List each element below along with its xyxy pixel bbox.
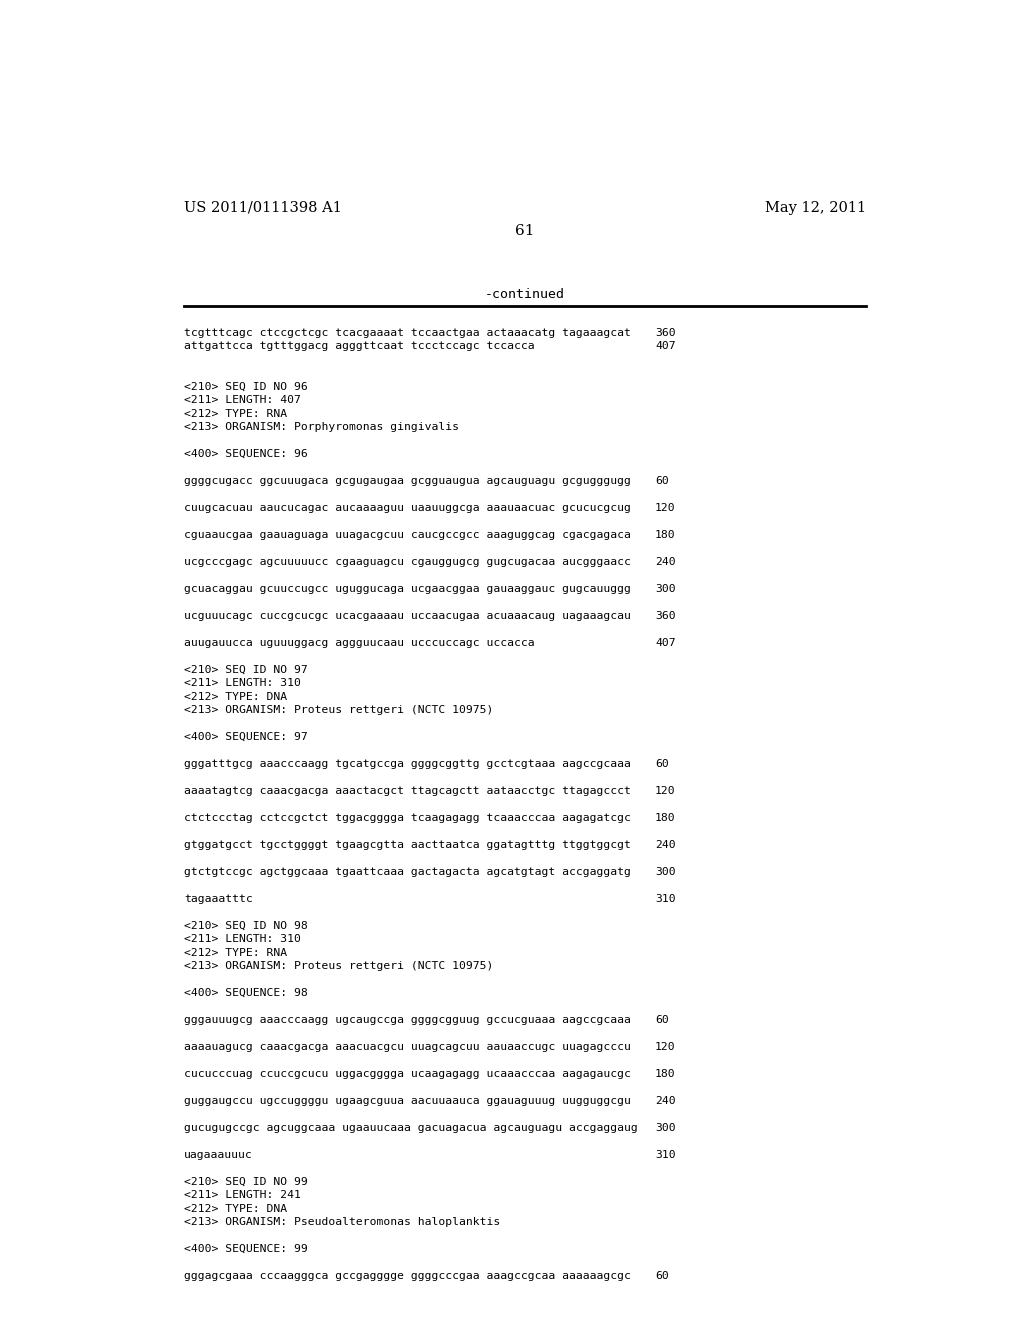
Text: gtctgtccgc agctggcaaa tgaattcaaa gactagacta agcatgtagt accgaggatg: gtctgtccgc agctggcaaa tgaattcaaa gactaga…	[183, 867, 631, 876]
Text: <213> ORGANISM: Pseudoalteromonas haloplanktis: <213> ORGANISM: Pseudoalteromonas halopl…	[183, 1217, 500, 1228]
Text: 120: 120	[655, 1041, 676, 1052]
Text: 180: 180	[655, 813, 676, 822]
Text: 60: 60	[655, 477, 669, 486]
Text: ucgcccgagc agcuuuuucc cgaaguagcu cgauggugcg gugcugacaa aucgggaacc: ucgcccgagc agcuuuuucc cgaaguagcu cgauggu…	[183, 557, 631, 566]
Text: tagaaatttc: tagaaatttc	[183, 894, 253, 904]
Text: gcuacaggau gcuuccugcc uguggucaga ucgaacggaa gauaaggauc gugcauuggg: gcuacaggau gcuuccugcc uguggucaga ucgaacg…	[183, 583, 631, 594]
Text: -continued: -continued	[484, 288, 565, 301]
Text: cucucccuag ccuccgcucu uggacgggga ucaagagagg ucaaacccaa aagagaucgc: cucucccuag ccuccgcucu uggacgggga ucaagag…	[183, 1069, 631, 1078]
Text: gggagcgaaa cccaagggca gccgagggge ggggcccgaa aaagccgcaa aaaaaagcgc: gggagcgaaa cccaagggca gccgagggge ggggccc…	[183, 1271, 631, 1280]
Text: <213> ORGANISM: Porphyromonas gingivalis: <213> ORGANISM: Porphyromonas gingivalis	[183, 422, 459, 432]
Text: 60: 60	[655, 759, 669, 770]
Text: uagaaauuuc: uagaaauuuc	[183, 1150, 253, 1160]
Text: gggatttgcg aaacccaagg tgcatgccga ggggcggttg gcctcgtaaa aagccgcaaa: gggatttgcg aaacccaagg tgcatgccga ggggcgg…	[183, 759, 631, 770]
Text: 240: 240	[655, 557, 676, 566]
Text: <211> LENGTH: 310: <211> LENGTH: 310	[183, 678, 301, 688]
Text: 360: 360	[655, 327, 676, 338]
Text: ggggcugacc ggcuuugaca gcgugaugaa gcgguaugua agcauguagu gcgugggugg: ggggcugacc ggcuuugaca gcgugaugaa gcgguau…	[183, 477, 631, 486]
Text: gtggatgcct tgcctggggt tgaagcgtta aacttaatca ggatagtttg ttggtggcgt: gtggatgcct tgcctggggt tgaagcgtta aacttaa…	[183, 840, 631, 850]
Text: 300: 300	[655, 867, 676, 876]
Text: cguaaucgaa gaauaguaga uuagacgcuu caucgccgcc aaaguggcag cgacgagaca: cguaaucgaa gaauaguaga uuagacgcuu caucgcc…	[183, 529, 631, 540]
Text: <212> TYPE: RNA: <212> TYPE: RNA	[183, 409, 287, 418]
Text: cuugcacuau aaucucagac aucaaaaguu uaauuggcga aaauaacuac gcucucgcug: cuugcacuau aaucucagac aucaaaaguu uaauugg…	[183, 503, 631, 513]
Text: 120: 120	[655, 785, 676, 796]
Text: auugauucca uguuuggacg aggguucaau ucccuccagc uccacca: auugauucca uguuuggacg aggguucaau ucccucc…	[183, 638, 535, 648]
Text: tcgtttcagc ctccgctcgc tcacgaaaat tccaactgaa actaaacatg tagaaagcat: tcgtttcagc ctccgctcgc tcacgaaaat tccaact…	[183, 327, 631, 338]
Text: <212> TYPE: RNA: <212> TYPE: RNA	[183, 948, 287, 957]
Text: 240: 240	[655, 840, 676, 850]
Text: <211> LENGTH: 241: <211> LENGTH: 241	[183, 1191, 301, 1200]
Text: <400> SEQUENCE: 99: <400> SEQUENCE: 99	[183, 1243, 307, 1254]
Text: guggaugccu ugccuggggu ugaagcguua aacuuaauca ggauaguuug uugguggcgu: guggaugccu ugccuggggu ugaagcguua aacuuaa…	[183, 1096, 631, 1106]
Text: <213> ORGANISM: Proteus rettgeri (NCTC 10975): <213> ORGANISM: Proteus rettgeri (NCTC 1…	[183, 705, 494, 715]
Text: 60: 60	[655, 1271, 669, 1280]
Text: 310: 310	[655, 894, 676, 904]
Text: 360: 360	[655, 611, 676, 620]
Text: 180: 180	[655, 529, 676, 540]
Text: US 2011/0111398 A1: US 2011/0111398 A1	[183, 201, 342, 215]
Text: <210> SEQ ID NO 96: <210> SEQ ID NO 96	[183, 381, 307, 392]
Text: aaaauagucg caaacgacga aaacuacgcu uuagcagcuu aauaaccugc uuagagcccu: aaaauagucg caaacgacga aaacuacgcu uuagcag…	[183, 1041, 631, 1052]
Text: <213> ORGANISM: Proteus rettgeri (NCTC 10975): <213> ORGANISM: Proteus rettgeri (NCTC 1…	[183, 961, 494, 972]
Text: gggauuugcg aaacccaagg ugcaugccga ggggcgguug gccucguaaa aagccgcaaa: gggauuugcg aaacccaagg ugcaugccga ggggcgg…	[183, 1015, 631, 1026]
Text: aaaatagtcg caaacgacga aaactacgct ttagcagctt aataacctgc ttagagccct: aaaatagtcg caaacgacga aaactacgct ttagcag…	[183, 785, 631, 796]
Text: ctctccctag cctccgctct tggacgggga tcaagagagg tcaaacccaa aagagatcgc: ctctccctag cctccgctct tggacgggga tcaagag…	[183, 813, 631, 822]
Text: <210> SEQ ID NO 97: <210> SEQ ID NO 97	[183, 665, 307, 675]
Text: <400> SEQUENCE: 96: <400> SEQUENCE: 96	[183, 449, 307, 459]
Text: 300: 300	[655, 1123, 676, 1133]
Text: 407: 407	[655, 638, 676, 648]
Text: May 12, 2011: May 12, 2011	[765, 201, 866, 215]
Text: <212> TYPE: DNA: <212> TYPE: DNA	[183, 692, 287, 702]
Text: <210> SEQ ID NO 98: <210> SEQ ID NO 98	[183, 921, 307, 931]
Text: <211> LENGTH: 310: <211> LENGTH: 310	[183, 935, 301, 944]
Text: gucugugccgc agcuggcaaa ugaauucaaa gacuagacua agcauguagu accgaggaug: gucugugccgc agcuggcaaa ugaauucaaa gacuag…	[183, 1123, 638, 1133]
Text: 240: 240	[655, 1096, 676, 1106]
Text: 407: 407	[655, 342, 676, 351]
Text: 61: 61	[515, 224, 535, 238]
Text: <400> SEQUENCE: 97: <400> SEQUENCE: 97	[183, 733, 307, 742]
Text: <210> SEQ ID NO 99: <210> SEQ ID NO 99	[183, 1176, 307, 1187]
Text: <211> LENGTH: 407: <211> LENGTH: 407	[183, 395, 301, 405]
Text: 310: 310	[655, 1150, 676, 1160]
Text: 300: 300	[655, 583, 676, 594]
Text: 60: 60	[655, 1015, 669, 1026]
Text: <400> SEQUENCE: 98: <400> SEQUENCE: 98	[183, 989, 307, 998]
Text: 120: 120	[655, 503, 676, 513]
Text: attgattcca tgtttggacg agggttcaat tccctccagc tccacca: attgattcca tgtttggacg agggttcaat tccctcc…	[183, 342, 535, 351]
Text: <212> TYPE: DNA: <212> TYPE: DNA	[183, 1204, 287, 1213]
Text: ucguuucagc cuccgcucgc ucacgaaaau uccaacugaa acuaaacaug uagaaagcau: ucguuucagc cuccgcucgc ucacgaaaau uccaacu…	[183, 611, 631, 620]
Text: 180: 180	[655, 1069, 676, 1078]
